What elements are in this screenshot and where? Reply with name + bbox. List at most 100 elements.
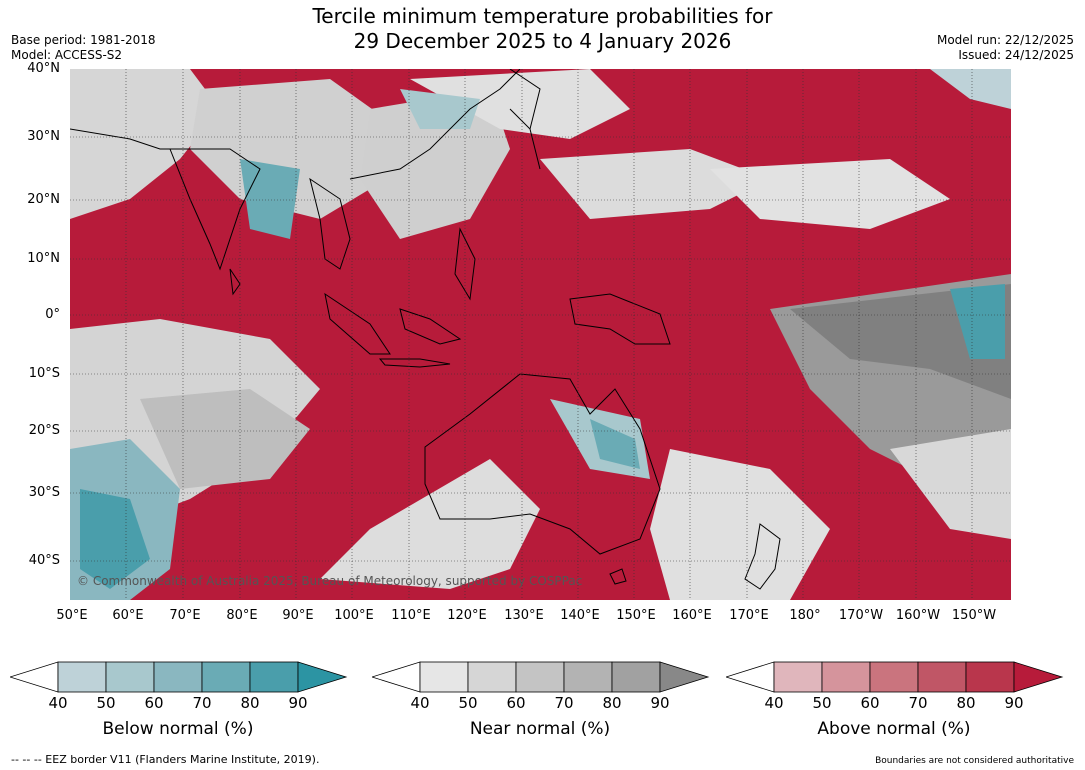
boundary-disclaimer: Boundaries are not considered authoritat… xyxy=(875,756,1074,766)
zone-near-south-pacific-core xyxy=(790,284,1011,399)
longitude-label: 160°E xyxy=(672,608,712,623)
zone-near-se-asia xyxy=(360,89,510,239)
colorbar-segment xyxy=(57,661,107,693)
latitude-label: 0° xyxy=(45,307,60,322)
longitude-label: 170°E xyxy=(729,608,769,623)
title-line-2: 29 December 2025 to 4 January 2026 xyxy=(353,29,732,53)
colorbar xyxy=(10,661,348,693)
longitude-label: 50°E xyxy=(56,608,88,623)
colorbar-segment xyxy=(821,661,871,693)
colorbar-segment xyxy=(515,661,565,693)
colorbar-tick-label: 40 xyxy=(48,694,68,712)
new-guinea-outline xyxy=(569,293,671,345)
issued-date: Issued: 24/12/2025 xyxy=(958,48,1074,62)
new-zealand-outline xyxy=(744,523,781,590)
latitude-label: 30°S xyxy=(28,485,60,500)
colorbar-tick-label: 50 xyxy=(458,694,478,712)
colorbar-segment xyxy=(105,661,155,693)
colorbar-segment xyxy=(917,661,967,693)
colorbar-tick-label: 80 xyxy=(240,694,260,712)
longitude-label: 180° xyxy=(789,608,821,623)
indochina-outline xyxy=(309,177,351,270)
sri-lanka-outline xyxy=(229,268,241,296)
copyright-notice: © Commonwealth of Australia 2025, Bureau… xyxy=(77,574,583,588)
zone-below-australia-core xyxy=(590,419,640,469)
colorbar-tick-label: 60 xyxy=(860,694,880,712)
latitude-label: 20°S xyxy=(28,423,60,438)
title-line-1: Tercile minimum temperature probabilitie… xyxy=(312,4,773,28)
longitude-label: 170°W xyxy=(838,608,884,623)
longitude-label: 110°E xyxy=(391,608,431,623)
colorbar-segment xyxy=(965,661,1015,693)
colorbar-tick-label: 40 xyxy=(764,694,784,712)
borneo-outline xyxy=(399,308,462,345)
zone-near-india xyxy=(190,79,400,219)
colorbar-max-extension xyxy=(1013,661,1064,693)
longitude-label: 150°E xyxy=(616,608,656,623)
meta-right: Model run: 22/12/2025 Issued: 24/12/2025 xyxy=(937,33,1074,63)
colorbar-tick-label: 50 xyxy=(812,694,832,712)
probability-map xyxy=(70,69,1011,600)
colorbar-tick-label: 90 xyxy=(288,694,308,712)
colorbar-segment xyxy=(153,661,203,693)
colorbar-tick-label: 90 xyxy=(1004,694,1024,712)
colorbar-min-extension xyxy=(372,661,421,693)
india-outline xyxy=(169,148,261,271)
longitude-label: 150°W xyxy=(951,608,997,623)
colorbar-max-extension xyxy=(659,661,710,693)
colorbar-tick-label: 70 xyxy=(908,694,928,712)
latitude-label: 30°N xyxy=(27,129,60,144)
colorbar-tick-label: 60 xyxy=(144,694,164,712)
zone-below-south-indian-core xyxy=(80,489,150,589)
sumatra-outline xyxy=(324,292,391,355)
java-outline xyxy=(378,358,451,368)
colorbar-title: Above normal (%) xyxy=(817,719,971,739)
colorbar-tick-label: 80 xyxy=(956,694,976,712)
colorbar-title: Below normal (%) xyxy=(102,719,254,739)
model-name: Model: ACCESS-S2 xyxy=(11,48,123,62)
colorbar-segment xyxy=(249,661,299,693)
longitude-label: 120°E xyxy=(447,608,487,623)
colorbar-segment xyxy=(419,661,469,693)
longitude-label: 60°E xyxy=(112,608,144,623)
longitude-label: 160°W xyxy=(895,608,941,623)
colorbar-segment xyxy=(611,661,661,693)
colorbar-tick-label: 70 xyxy=(554,694,574,712)
zone-near-tasman xyxy=(650,449,830,600)
colorbar-title: Near normal (%) xyxy=(469,719,611,739)
zone-below-south-pacific xyxy=(950,284,1005,359)
zone-near-central-pacific xyxy=(710,159,950,229)
zone-near-north-pacific xyxy=(540,149,770,219)
colorbar-tick-label: 50 xyxy=(96,694,116,712)
latitude-label: 40°S xyxy=(28,553,60,568)
china-coast xyxy=(349,69,521,180)
colorbar xyxy=(372,661,710,693)
meta-left: Base period: 1981-2018 Model: ACCESS-S2 xyxy=(11,33,156,63)
probability-zones xyxy=(70,69,1011,600)
zone-near-south-east xyxy=(890,429,1011,539)
colorbar-segment xyxy=(869,661,919,693)
colorbar-segment xyxy=(563,661,613,693)
colorbar-tick-label: 40 xyxy=(410,694,430,712)
latitude-label: 20°N xyxy=(27,192,60,207)
base-period: Base period: 1981-2018 xyxy=(11,33,156,47)
longitude-label: 140°E xyxy=(560,608,600,623)
colorbar-tick-label: 90 xyxy=(650,694,670,712)
zone-near-china xyxy=(410,69,630,139)
colorbar-tick-label: 80 xyxy=(602,694,622,712)
colorbar-max-extension xyxy=(297,661,348,693)
longitude-label: 80°E xyxy=(226,608,258,623)
latitude-label: 10°S xyxy=(28,366,60,381)
arabia-coast xyxy=(70,128,170,150)
latitude-label: 40°N xyxy=(27,61,60,76)
colorbar xyxy=(726,661,1064,693)
latitude-label: 10°N xyxy=(27,251,60,266)
graticule xyxy=(70,69,1011,600)
longitude-label: 90°E xyxy=(282,608,314,623)
tasmania-outline xyxy=(609,568,627,585)
eez-border-note: -- -- -- EEZ border V11 (Flanders Marine… xyxy=(11,753,320,766)
longitude-label: 100°E xyxy=(334,608,374,623)
colorbar-min-extension xyxy=(10,661,59,693)
colorbar-tick-label: 60 xyxy=(506,694,526,712)
philippines-outline xyxy=(454,227,476,301)
